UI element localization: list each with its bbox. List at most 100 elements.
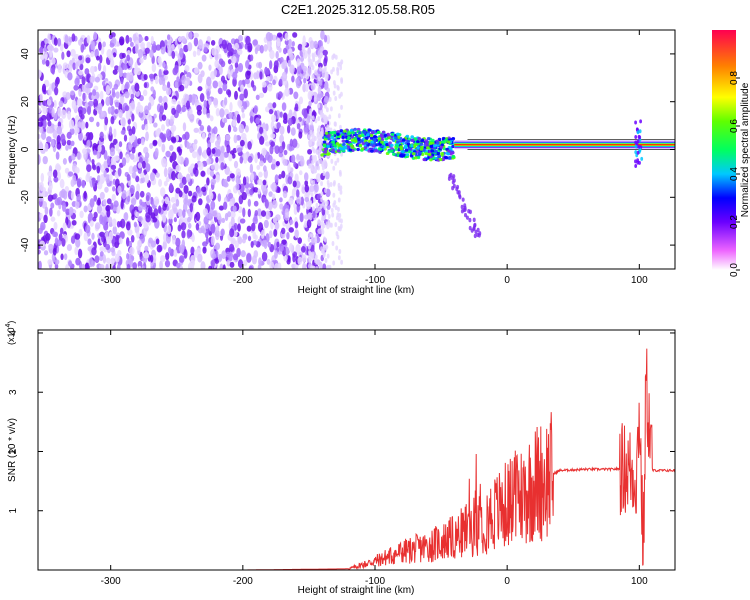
spectrogram-noise-cell	[112, 225, 117, 235]
spectrogram-noise-cell	[326, 204, 331, 210]
spectrogram-noise-cell	[158, 178, 163, 187]
spectrogram-noise-cell	[110, 247, 115, 253]
spectrogram-noise-cell	[184, 65, 190, 72]
spectrogram-noise-cell	[279, 134, 284, 144]
spectrogram-noise-cell	[257, 222, 264, 233]
spectrogram-noise-cell	[169, 144, 174, 152]
spectrogram-noise-cell	[288, 227, 294, 233]
spectrogram-signal-cell	[347, 136, 351, 140]
spectrogram-noise-cell	[222, 201, 228, 210]
spectrogram-noise-cell	[165, 176, 170, 183]
spectrogram-noise-cell	[129, 41, 134, 47]
spectrogram-trail-cell	[460, 204, 464, 210]
spectrogram-noise-cell	[146, 41, 152, 49]
spectrogram-noise-cell	[140, 176, 146, 184]
spectrogram-noise-cell	[113, 128, 117, 138]
spectrogram-noise-cell	[257, 178, 263, 186]
spectrogram-noise-cell	[131, 198, 137, 206]
spectrogram-noise-cell	[126, 174, 131, 182]
spectrogram-noise-cell	[194, 67, 199, 74]
spectrogram-noise-cell	[167, 246, 172, 254]
spectrogram-noise-cell	[229, 261, 235, 268]
spectrogram-noise-cell	[191, 151, 197, 159]
spectrogram-noise-cell	[163, 69, 169, 76]
spectrogram-noise-cell	[262, 196, 267, 203]
spectrogram-noise-cell	[145, 131, 149, 142]
spectrogram-ylabel: Frequency (Hz)	[7, 116, 18, 185]
spectrogram-noise-cell	[53, 37, 58, 46]
spectrogram-burst-cell	[640, 156, 644, 161]
spectrogram-noise-cell	[211, 148, 216, 155]
spectrogram-noise-cell	[91, 232, 95, 240]
spectrogram-noise-cell	[268, 191, 273, 197]
spectrogram-noise-cell	[281, 71, 288, 82]
spectrogram-noise-cell	[47, 243, 54, 249]
spectrogram-noise-cell	[312, 206, 315, 212]
spectrogram-noise-cell	[105, 243, 111, 250]
spectrogram-xlabel: Height of straight line (km)	[298, 285, 415, 296]
spectrogram-noise-cell	[86, 140, 91, 148]
spectrogram-noise-cell	[136, 138, 142, 145]
spectrogram-burst-cell	[638, 129, 642, 134]
spectrogram-noise-cell	[300, 196, 304, 206]
spectrogram-trail-cell	[449, 172, 453, 178]
spectrogram-noise-cell	[157, 138, 162, 147]
spectrogram-signal-cell	[353, 139, 358, 143]
spectrogram-noise-cell	[271, 182, 277, 192]
spectrogram-noise-cell	[224, 96, 228, 106]
spectrogram-noise-cell	[331, 241, 335, 247]
spectrogram-noise-cell	[176, 104, 182, 114]
spectrogram-noise-cell	[53, 176, 59, 183]
spectrogram-noise-cell	[299, 170, 303, 176]
spectrogram-signal-cell	[322, 140, 327, 144]
spectrogram-noise-cell	[70, 179, 75, 188]
spectrogram-noise-cell	[102, 199, 107, 206]
spectrogram-noise-cell	[211, 253, 217, 260]
spectrogram-signal-cell	[405, 153, 410, 157]
spectrogram-signal-cell	[327, 134, 331, 138]
snr-axes: -300 -200 -100 0 100 4 3 2 1	[8, 330, 675, 587]
spectrogram-noise-cell	[278, 78, 283, 86]
spectrogram-trail-cell	[468, 225, 472, 231]
spectrogram-noise-cell	[269, 49, 275, 60]
spectrogram-noise-cell	[297, 237, 302, 244]
spectrogram-noise-cell	[243, 101, 248, 110]
spectrogram-trail-cell	[461, 197, 465, 202]
spectrogram-noise-cell	[115, 143, 120, 152]
spectrogram-noise-cell	[275, 214, 281, 221]
spectrogram-noise-cell	[187, 41, 193, 52]
spectrogram-signal-cell	[429, 144, 434, 149]
spectrogram-noise-cell	[163, 180, 168, 187]
spectrogram-noise-cell	[101, 234, 105, 242]
spectrogram-noise-cell	[91, 247, 97, 256]
spectrogram-trail-cell	[463, 212, 467, 218]
spectrogram-noise-cell	[46, 136, 52, 143]
spectrogram-noise-cell	[38, 133, 41, 140]
spectrogram-noise-cell	[67, 72, 73, 81]
spectrogram-signal-cell	[358, 143, 363, 148]
spectrogram-trail-cell	[474, 229, 478, 234]
spectrogram-panel: -300 -200 -100 0 100 40 20 0 -20 -40 Height of st…	[7, 29, 676, 296]
spectrogram-noise-cell	[166, 87, 172, 96]
spectrogram-noise-cell	[81, 263, 86, 269]
spectrogram-noise-cell	[327, 213, 331, 219]
spectrogram-noise-cell	[279, 203, 284, 210]
spectrogram-noise-cell	[159, 132, 164, 141]
spectrogram-noise-cell	[123, 212, 129, 221]
spectrogram-noise-cell	[294, 103, 299, 112]
spectrogram-noise-cell	[210, 178, 216, 186]
spectrogram-noise-cell	[296, 195, 302, 205]
spectrogram-noise-cell	[178, 244, 185, 254]
spectrogram-noise-cell	[249, 54, 254, 62]
spectrogram-ytick-label: 20	[20, 96, 31, 108]
spectrogram-noise-cell	[198, 161, 204, 171]
spectrogram-noise-cell	[157, 56, 162, 64]
spectrogram-signal-cell	[450, 151, 455, 155]
spectrogram-noise-cell	[206, 147, 212, 156]
spectrogram-noise-cell	[80, 43, 85, 53]
spectrogram-noise-cell	[263, 44, 268, 52]
spectrogram-noise-cell	[155, 172, 160, 178]
spectrogram-trail-cell	[478, 231, 482, 236]
spectrogram-noise-cell	[311, 253, 315, 259]
spectrogram-noise-cell	[143, 73, 148, 81]
